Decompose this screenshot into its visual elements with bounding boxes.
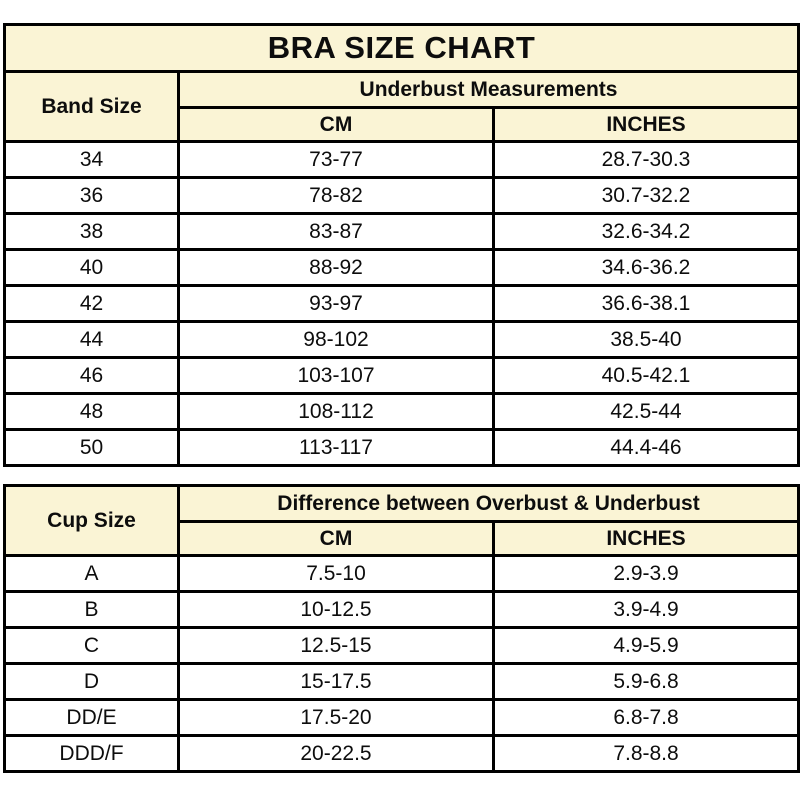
unit-header-row: CM INCHES	[5, 106, 800, 143]
band-size-table: BRA SIZE CHART Band Size Underbust Measu…	[3, 23, 800, 467]
difference-overbust-underbust-header: Difference between Overbust & Underbust	[176, 484, 800, 523]
difference-inches-value: 6.8-7.8	[491, 698, 800, 737]
underbust-inches-value: 34.6-36.2	[492, 248, 800, 287]
cup-size-column-header: Cup Size	[3, 484, 180, 557]
difference-inches-value: 7.8-8.8	[491, 734, 800, 773]
underbust-cm-value: 98-102	[177, 320, 495, 359]
table-row: A 7.5-10 2.9-3.9	[3, 554, 800, 593]
band-size-value: 36	[3, 176, 180, 215]
cup-size-value: B	[3, 590, 180, 629]
table-row: B 10-12.5 3.9-4.9	[3, 590, 800, 629]
difference-inches-value: 2.9-3.9	[491, 554, 800, 593]
underbust-cm-value: 93-97	[177, 284, 495, 323]
cup-size-value: DDD/F	[3, 734, 180, 773]
underbust-cm-value: 73-77	[177, 140, 495, 179]
difference-cm-value: 15-17.5	[177, 662, 495, 701]
underbust-cm-value: 83-87	[177, 212, 495, 251]
cm-column-header: CM	[177, 106, 495, 143]
underbust-inches-value: 28.7-30.3	[492, 140, 800, 179]
underbust-cm-value: 108-112	[177, 392, 495, 431]
band-size-value: 50	[3, 428, 180, 467]
band-size-column-header: Band Size	[3, 70, 180, 143]
table-row: 42 93-97 36.6-38.1	[3, 284, 800, 323]
unit-header-row: CM INCHES	[5, 520, 800, 557]
cup-size-value: DD/E	[3, 698, 180, 737]
cup-size-value: D	[3, 662, 180, 701]
difference-cm-value: 20-22.5	[177, 734, 495, 773]
underbust-inches-value: 32.6-34.2	[492, 212, 800, 251]
underbust-cm-value: 103-107	[177, 356, 495, 395]
table-row: 36 78-82 30.7-32.2	[3, 176, 800, 215]
underbust-inches-value: 40.5-42.1	[492, 356, 800, 395]
band-size-value: 38	[3, 212, 180, 251]
group-header-row: Band Size Underbust Measurements	[3, 70, 800, 143]
underbust-cm-value: 88-92	[177, 248, 495, 287]
underbust-inches-value: 42.5-44	[492, 392, 800, 431]
table-row: 40 88-92 34.6-36.2	[3, 248, 800, 287]
table-row: DD/E 17.5-20 6.8-7.8	[3, 698, 800, 737]
group-header-row: Cup Size Difference between Overbust & U…	[3, 484, 800, 557]
table-row: 34 73-77 28.7-30.3	[3, 140, 800, 179]
difference-cm-value: 12.5-15	[177, 626, 495, 665]
underbust-cm-value: 113-117	[177, 428, 495, 467]
cup-size-value: C	[3, 626, 180, 665]
table-row: 50 113-117 44.4-46	[3, 428, 800, 467]
band-size-value: 48	[3, 392, 180, 431]
band-size-value: 42	[3, 284, 180, 323]
table-row: 38 83-87 32.6-34.2	[3, 212, 800, 251]
band-size-value: 46	[3, 356, 180, 395]
underbust-inches-value: 44.4-46	[492, 428, 800, 467]
difference-cm-value: 7.5-10	[177, 554, 495, 593]
table-row: C 12.5-15 4.9-5.9	[3, 626, 800, 665]
cup-size-value: A	[3, 554, 180, 593]
underbust-inches-value: 38.5-40	[492, 320, 800, 359]
table-row: 48 108-112 42.5-44	[3, 392, 800, 431]
inches-column-header: INCHES	[491, 520, 800, 557]
difference-inches-value: 3.9-4.9	[491, 590, 800, 629]
difference-inches-value: 4.9-5.9	[491, 626, 800, 665]
band-size-value: 44	[3, 320, 180, 359]
band-size-value: 34	[3, 140, 180, 179]
table-row: 46 103-107 40.5-42.1	[3, 356, 800, 395]
underbust-inches-value: 36.6-38.1	[492, 284, 800, 323]
chart-title: BRA SIZE CHART	[3, 23, 800, 73]
table-row: 44 98-102 38.5-40	[3, 320, 800, 359]
difference-cm-value: 10-12.5	[177, 590, 495, 629]
title-row: BRA SIZE CHART	[3, 23, 800, 73]
band-size-value: 40	[3, 248, 180, 287]
difference-cm-value: 17.5-20	[177, 698, 495, 737]
cup-size-table: Cup Size Difference between Overbust & U…	[3, 484, 800, 773]
table-row: D 15-17.5 5.9-6.8	[3, 662, 800, 701]
underbust-measurements-header: Underbust Measurements	[177, 70, 800, 109]
difference-inches-value: 5.9-6.8	[491, 662, 800, 701]
underbust-inches-value: 30.7-32.2	[492, 176, 800, 215]
underbust-cm-value: 78-82	[177, 176, 495, 215]
inches-column-header: INCHES	[492, 106, 800, 143]
table-row: DDD/F 20-22.5 7.8-8.8	[3, 734, 800, 773]
cm-column-header: CM	[177, 520, 495, 557]
